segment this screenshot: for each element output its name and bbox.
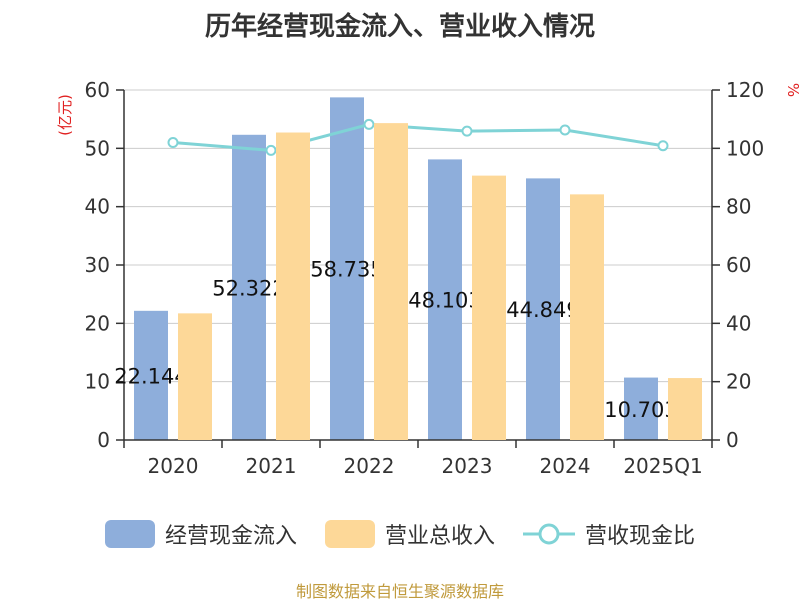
bar-revenue-overlay [178,313,212,440]
x-tick-label: 2020 [148,454,199,478]
legend-item-revenue[interactable]: 营业总收入 [324,518,495,550]
legend-label-ratio: 营收现金比 [585,524,696,549]
y-right-tick-label: 40 [726,311,751,335]
ratio-point [559,124,571,136]
data-labels: 22.144 52.322 58.735 48.103 44.849 10.703 [114,123,702,441]
data-label-cash-inflow: 44.849 [506,298,579,322]
x-tick-label: 2022 [344,454,395,478]
ratio-line [167,118,669,156]
bar-revenue-overlay [472,175,506,440]
y-left-tick-label: 20 [85,311,110,335]
y-right-tick-label: 100 [726,136,764,160]
chart-title: 历年经营现金流入、营业收入情况 [204,12,595,42]
bar-cash-inflow [526,178,560,440]
y-left-tick-label: 30 [85,253,110,277]
bar-cash-inflow [624,377,658,440]
ratio-point [461,125,473,137]
y-right-tick-label: 80 [726,195,751,219]
legend-label-revenue: 营业总收入 [384,524,495,549]
axes: 0 10 20 30 40 50 60 0 20 40 60 80 100 120 (亿元)% 2020 202… [56,78,800,478]
data-label-cash-inflow: 10.703 [604,398,677,422]
legend: 经营现金流入 营业总收入 营收现金比 [0,516,800,552]
data-label-cash-inflow: 48.103 [408,289,481,313]
y-left-tick-label: 50 [85,136,110,160]
y-right-tick-label: 20 [726,370,751,394]
y-left-tick-label: 10 [85,370,110,394]
y-left-tick-label: 40 [85,195,110,219]
ratio-point [657,140,669,152]
data-label-cash-inflow: 58.735 [310,258,383,282]
ratio-point [167,137,179,148]
y-left-axis-unit: (亿元) [56,94,74,136]
source-note: 制图数据来自恒生聚源数据库 [295,582,504,601]
ratio-line-path [172,122,664,152]
data-label-cash-inflow: 22.144 [114,364,187,388]
ratio-point [265,144,277,156]
bar-cash-inflow [134,310,168,440]
bar-revenue-overlay [668,378,702,440]
x-tick-label: 2024 [540,454,591,478]
bar-revenue-overlay [276,132,310,441]
legend-item-ratio[interactable]: 营收现金比 [523,518,695,550]
bar-revenue-overlay [570,194,604,440]
y-right-tick-label: 60 [726,253,751,277]
bar-revenue-overlay [374,123,408,440]
y-right-tick-label: 120 [726,78,764,102]
y-right-axis-unit: % [784,83,800,97]
y-right-tick-label: 0 [726,428,739,452]
data-label-cash-inflow: 52.322 [212,276,285,300]
grid-lines [124,89,712,383]
x-tick-label: 2025Q1 [623,454,702,478]
legend-swatch-revenue [324,520,375,548]
legend-label-cash-inflow: 经营现金流入 [164,524,297,549]
y-left-tick-label: 0 [97,428,110,452]
legend-item-cash-inflow[interactable]: 经营现金流入 [104,518,297,550]
ratio-point [363,118,375,130]
x-tick-label: 2021 [246,454,297,478]
y-left-tick-label: 60 [85,78,110,102]
x-tick-label: 2023 [442,454,493,478]
legend-line-marker-icon [523,523,575,545]
bar-cash-inflow [232,134,266,440]
legend-swatch-cash-inflow [104,520,155,548]
bar-cash-inflow [428,159,462,440]
bar-cash-inflow [330,97,364,441]
